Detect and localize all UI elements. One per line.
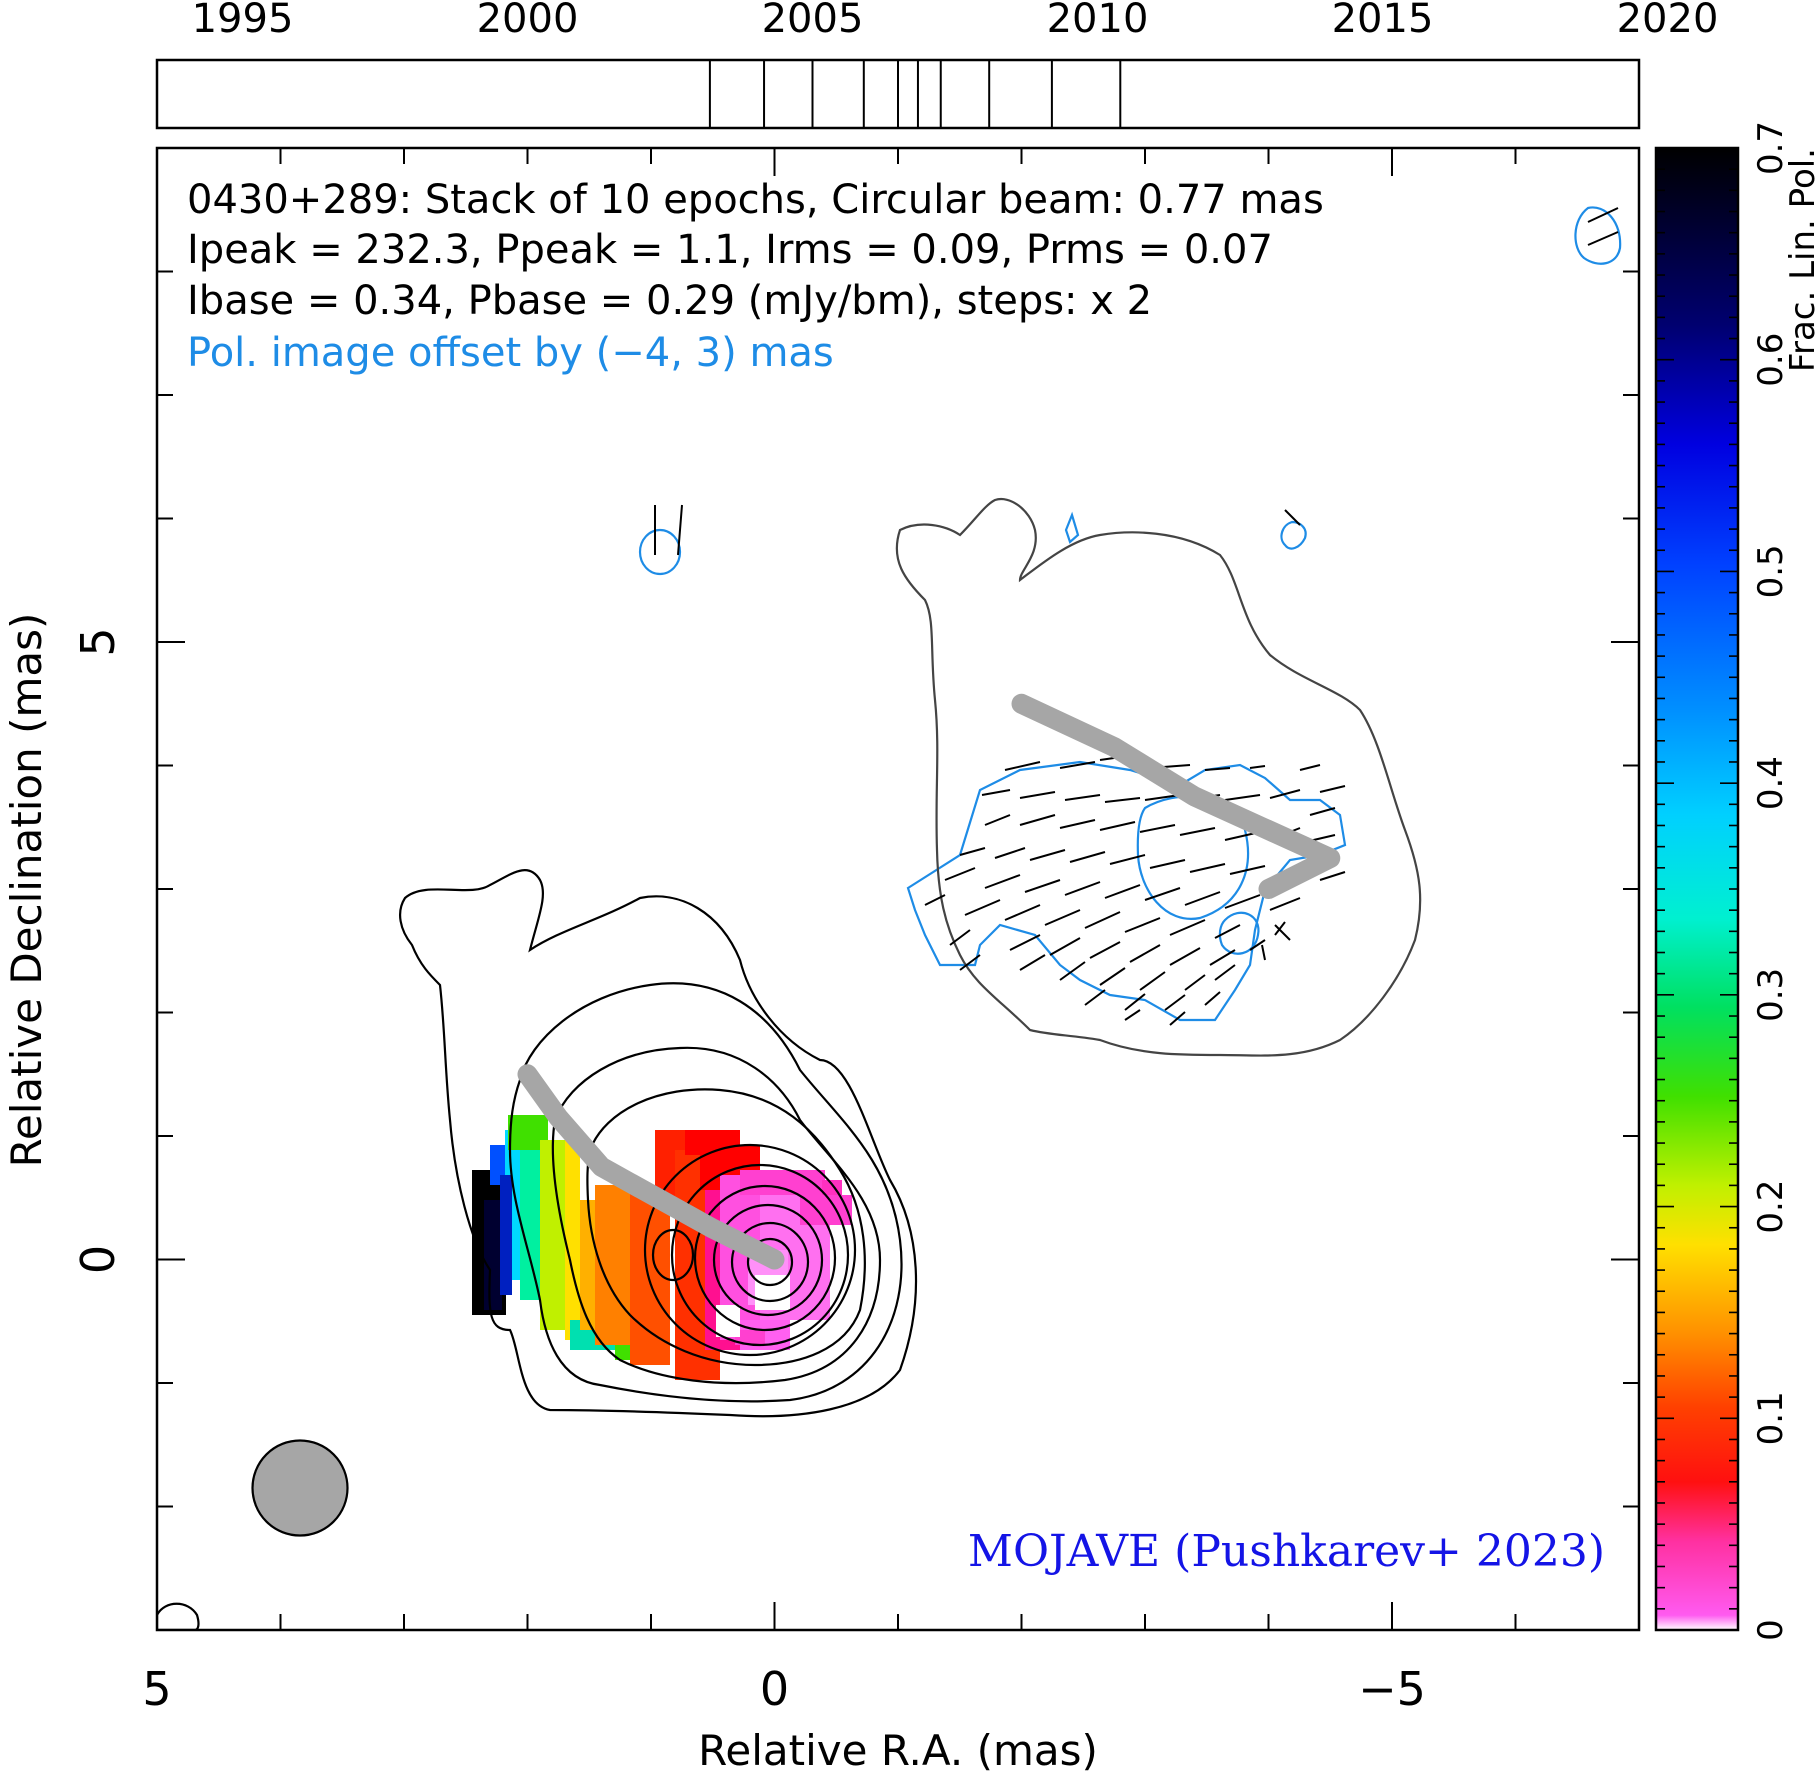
intensity-contour — [157, 1602, 200, 1630]
colorbar-tick-label: 0.2 — [1751, 1180, 1791, 1234]
epoch-tick-label: 2015 — [1332, 0, 1434, 42]
colorbar-tick-labels: 0 0.1 0.2 0.3 0.4 0.5 0.6 0.7 — [1751, 121, 1791, 1641]
header-line-3: Ibase = 0.34, Pbase = 0.29 (mJy/bm), ste… — [187, 278, 1152, 324]
intensity-contour — [746, 1237, 794, 1287]
epoch-tick-labels: 1995 2000 2005 2010 2015 2020 — [192, 0, 1719, 42]
header-line-4: Pol. image offset by (−4, 3) mas — [187, 330, 834, 376]
intensity-contour — [712, 1203, 824, 1317]
fpol-pixel — [735, 1330, 765, 1345]
plot-area: 0430+289: Stack of 10 epochs, Circular b… — [155, 146, 1641, 1632]
y-axis-label: Relative Declination (mas) — [2, 613, 51, 1168]
jet-ridgeline — [517, 1064, 785, 1270]
x-tick-label: 0 — [760, 1662, 789, 1716]
header-line-1: 0430+289: Stack of 10 epochs, Circular b… — [187, 177, 1324, 223]
epoch-tick-label: 1995 — [192, 0, 294, 42]
colorbar-tick-label: 0.3 — [1751, 968, 1791, 1022]
y-tick-label: 0 — [71, 1245, 125, 1274]
jet-ridgeline-pol — [1011, 693, 1341, 899]
intensity-contour — [693, 1184, 837, 1332]
x-axis-label: Relative R.A. (mas) — [698, 1726, 1098, 1775]
pol-contour — [1218, 911, 1260, 955]
credit-label: MOJAVE (Pushkarev+ 2023) — [968, 1526, 1605, 1577]
colorbar-tick-label: 0 — [1751, 1619, 1791, 1641]
epoch-tick-label: 2020 — [1617, 0, 1719, 42]
epoch-tick-label: 2005 — [762, 0, 864, 42]
colorbar-tick-label: 0.6 — [1751, 333, 1791, 387]
intensity-contour — [643, 1143, 857, 1357]
fpol-pixel — [484, 1200, 502, 1310]
intensity-contour — [551, 1046, 882, 1385]
beam-ellipse — [251, 1439, 349, 1537]
intensity-contour — [586, 1088, 866, 1367]
y-tick-labels: 05 — [71, 627, 125, 1274]
intensity-contour — [670, 1163, 850, 1347]
fpol-pixel — [716, 1305, 740, 1337]
colorbar-gradient — [1654, 146, 1740, 1632]
intensity-contour — [895, 497, 1422, 1057]
intensity-contour — [398, 869, 918, 1418]
intensity-contour — [730, 1221, 810, 1303]
pol-contour — [638, 528, 682, 576]
colorbar-tick-label: 0.5 — [1751, 544, 1791, 598]
intensity-contours — [157, 497, 1422, 1630]
x-axis-ticks — [156, 148, 1640, 1630]
x-tick-label: −5 — [1358, 1662, 1426, 1716]
y-tick-label: 5 — [71, 627, 125, 656]
evpa-ticks — [654, 207, 1619, 1026]
colorbar-tick-label: 0.4 — [1751, 756, 1791, 810]
evpa-tick — [654, 207, 1619, 1026]
fpol-pixel — [500, 1175, 512, 1295]
header-line-2: Ipeak = 232.3, Ppeak = 1.1, Irms = 0.09,… — [187, 227, 1273, 273]
y-axis-ticks — [157, 147, 1639, 1631]
x-tick-label: 5 — [142, 1662, 171, 1716]
colorbar-tick-label: 0.7 — [1751, 121, 1791, 175]
epoch-tick-label: 2000 — [477, 0, 579, 42]
colorbar: 0 0.1 0.2 0.3 0.4 0.5 0.6 0.7 Frac. Lin. Pol. — [1654, 121, 1819, 1641]
intensity-contour — [508, 982, 903, 1403]
colorbar-label: Frac. Lin. Pol. — [1783, 148, 1819, 372]
pol-contour — [1064, 511, 1080, 544]
fpol-pixel — [565, 1140, 580, 1340]
colorbar-ticks — [1656, 147, 1738, 1631]
epoch-tick-label: 2010 — [1047, 0, 1149, 42]
intensity-contour — [651, 1228, 695, 1282]
epoch-timeline: 1995 2000 2005 2010 2015 2020 — [155, 0, 1719, 130]
pol-contour — [1280, 520, 1307, 550]
pol-contour — [1574, 206, 1622, 265]
colorbar-tick-label: 0.1 — [1751, 1391, 1791, 1445]
x-tick-labels: 5 0 −5 — [142, 1662, 1426, 1716]
epoch-marks — [708, 60, 1122, 128]
